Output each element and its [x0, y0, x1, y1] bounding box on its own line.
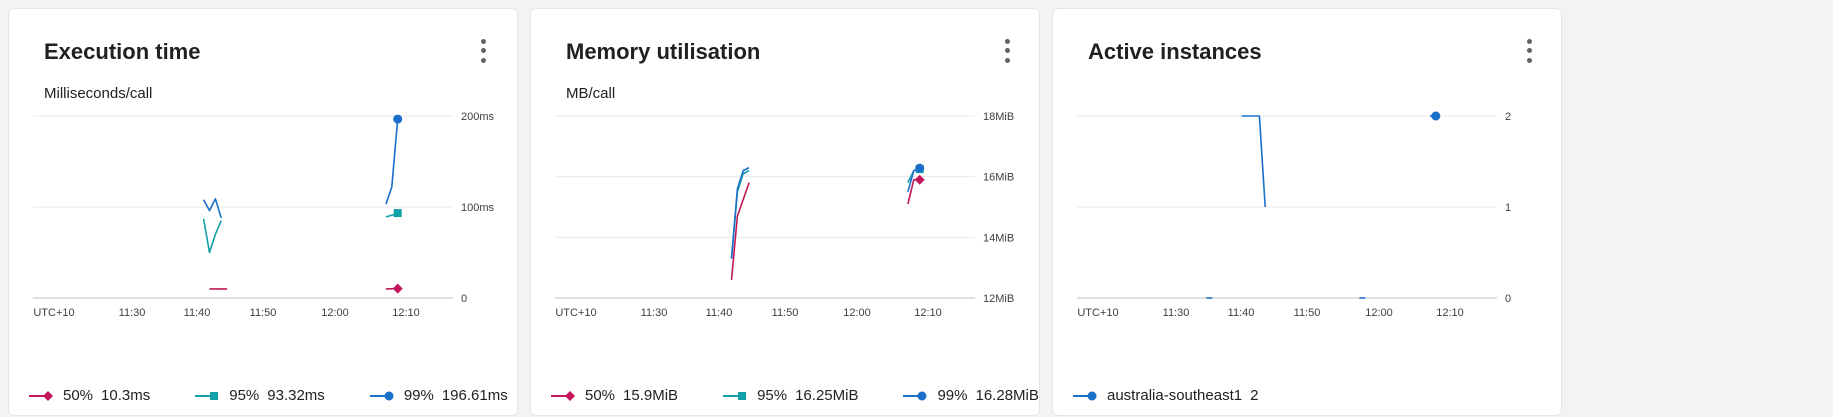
- y-tick-label: 18MiB: [983, 111, 1014, 123]
- card-title: Active instances: [1088, 39, 1262, 64]
- legend-label: 50%: [63, 387, 94, 404]
- x-tick-label: 12:00: [321, 307, 349, 319]
- series-95-: [202, 209, 402, 254]
- x-tick-label: 11:50: [250, 307, 277, 319]
- legend-value: 15.9MiB: [623, 387, 679, 404]
- chart-legend: australia-southeast1 2: [1073, 387, 1303, 404]
- y-tick-label: 100ms: [461, 202, 495, 214]
- legend-item[interactable]: 50% 15.9MiB: [551, 387, 678, 404]
- legend-label: 99%: [403, 387, 434, 404]
- legend-label: 50%: [585, 387, 616, 404]
- x-tick-label: 11:30: [641, 307, 668, 319]
- memory-utilisation-chart: 12MiB 14MiB 16MiB 18MiB UTC+10 11:30 11:40 11:5…: [555, 111, 1014, 319]
- series-line: [385, 119, 399, 205]
- legend-value: 10.3ms: [101, 387, 151, 404]
- series-line: [202, 198, 222, 219]
- card-title: Memory utilisation: [566, 39, 761, 64]
- series-95-: [730, 165, 924, 259]
- more-vert-icon[interactable]: [1519, 37, 1539, 65]
- x-tick-label: 11:40: [184, 307, 211, 319]
- legend-label: australia-southeast1: [1107, 387, 1243, 404]
- legend-item[interactable]: 95% 93.32ms: [195, 387, 325, 404]
- legend-value: 196.61ms: [441, 387, 508, 404]
- y-tick-label: 0: [461, 293, 467, 305]
- x-tick-label: 12:10: [392, 307, 420, 319]
- y-tick-label: 1: [1505, 202, 1511, 214]
- x-tick-label: UTC+10: [555, 307, 596, 319]
- x-tick-label: 11:50: [1294, 307, 1321, 319]
- latest-value-marker[interactable]: [392, 283, 403, 294]
- circle-marker-icon: [903, 391, 927, 400]
- series-australia-southeast1: [1206, 111, 1441, 299]
- x-tick-label: UTC+10: [33, 307, 74, 319]
- legend-value: 16.25MiB: [795, 387, 859, 404]
- series-50-: [209, 283, 403, 294]
- legend-label: 99%: [937, 387, 968, 404]
- card-subtitle: MB/call: [566, 85, 616, 102]
- y-tick-label: 12MiB: [983, 293, 1014, 305]
- more-vert-icon[interactable]: [473, 37, 493, 65]
- circle-marker-icon: [1073, 391, 1097, 400]
- execution-time-chart: 0 100ms 200ms UTC+10 11:30 11:40 11:50 12:00 12:…: [33, 111, 495, 319]
- y-tick-label: 16MiB: [983, 172, 1014, 184]
- series-line: [1241, 115, 1266, 208]
- active-instances-card: Active instances 0 1 2 UTC+10 11:30 11:40 11:5…: [1052, 8, 1562, 416]
- latest-value-marker[interactable]: [1431, 111, 1441, 121]
- legend-value: 93.32ms: [267, 387, 325, 404]
- square-marker-icon: [723, 391, 747, 400]
- x-tick-label: 11:40: [1228, 307, 1255, 319]
- y-tick-label: 2: [1505, 111, 1511, 123]
- x-tick-label: 11:30: [1163, 307, 1190, 319]
- x-tick-label: 11:50: [772, 307, 799, 319]
- more-vert-icon[interactable]: [997, 37, 1017, 65]
- x-tick-label: 11:40: [706, 307, 733, 319]
- series-99-: [202, 114, 403, 219]
- square-marker-icon: [195, 391, 219, 400]
- chart-legend: 50% 15.9MiB 95% 16.25MiB 99% 16.28MiB: [551, 387, 1084, 404]
- diamond-marker-icon: [551, 390, 575, 401]
- x-tick-label: 12:10: [914, 307, 942, 319]
- series-99-: [730, 163, 925, 259]
- x-tick-label: 11:30: [119, 307, 146, 319]
- legend-label: 95%: [757, 387, 788, 404]
- series-50-: [730, 174, 925, 280]
- latest-value-marker[interactable]: [914, 174, 925, 185]
- legend-value: 2: [1250, 387, 1259, 404]
- legend-item[interactable]: 95% 16.25MiB: [723, 387, 858, 404]
- legend-label: 95%: [229, 387, 260, 404]
- circle-marker-icon: [369, 391, 394, 400]
- latest-value-marker[interactable]: [393, 209, 402, 218]
- card-title: Execution time: [44, 39, 201, 64]
- x-tick-label: 12:00: [843, 307, 871, 319]
- legend-item[interactable]: 50% 10.3ms: [29, 387, 150, 404]
- diamond-marker-icon: [29, 390, 53, 401]
- series-line: [730, 166, 750, 259]
- x-tick-label: UTC+10: [1077, 307, 1118, 319]
- x-tick-label: 12:10: [1436, 307, 1464, 319]
- y-tick-label: 0: [1505, 293, 1511, 305]
- latest-value-marker[interactable]: [393, 114, 403, 124]
- x-tick-label: 12:00: [1365, 307, 1393, 319]
- memory-utilisation-card: Memory utilisation MB/call 12MiB 14MiB 16M…: [530, 8, 1040, 416]
- card-subtitle: Milliseconds/call: [44, 85, 153, 102]
- y-tick-label: 14MiB: [983, 232, 1014, 244]
- chart-legend: 50% 10.3ms 95% 93.32ms 99% 196.61ms: [29, 387, 553, 404]
- series-line: [730, 182, 750, 280]
- legend-value: 16.28MiB: [975, 387, 1039, 404]
- active-instances-chart: 0 1 2 UTC+10 11:30 11:40 11:50 12:00 12:10: [1077, 111, 1511, 319]
- execution-time-card: Execution time Milliseconds/call 0 100ms 2…: [8, 8, 518, 416]
- series-line: [202, 218, 222, 254]
- y-tick-label: 200ms: [461, 111, 495, 123]
- latest-value-marker[interactable]: [915, 163, 925, 173]
- legend-item[interactable]: australia-southeast1 2: [1073, 387, 1258, 404]
- legend-item[interactable]: 99% 196.61ms: [369, 387, 508, 404]
- legend-item[interactable]: 99% 16.28MiB: [903, 387, 1039, 404]
